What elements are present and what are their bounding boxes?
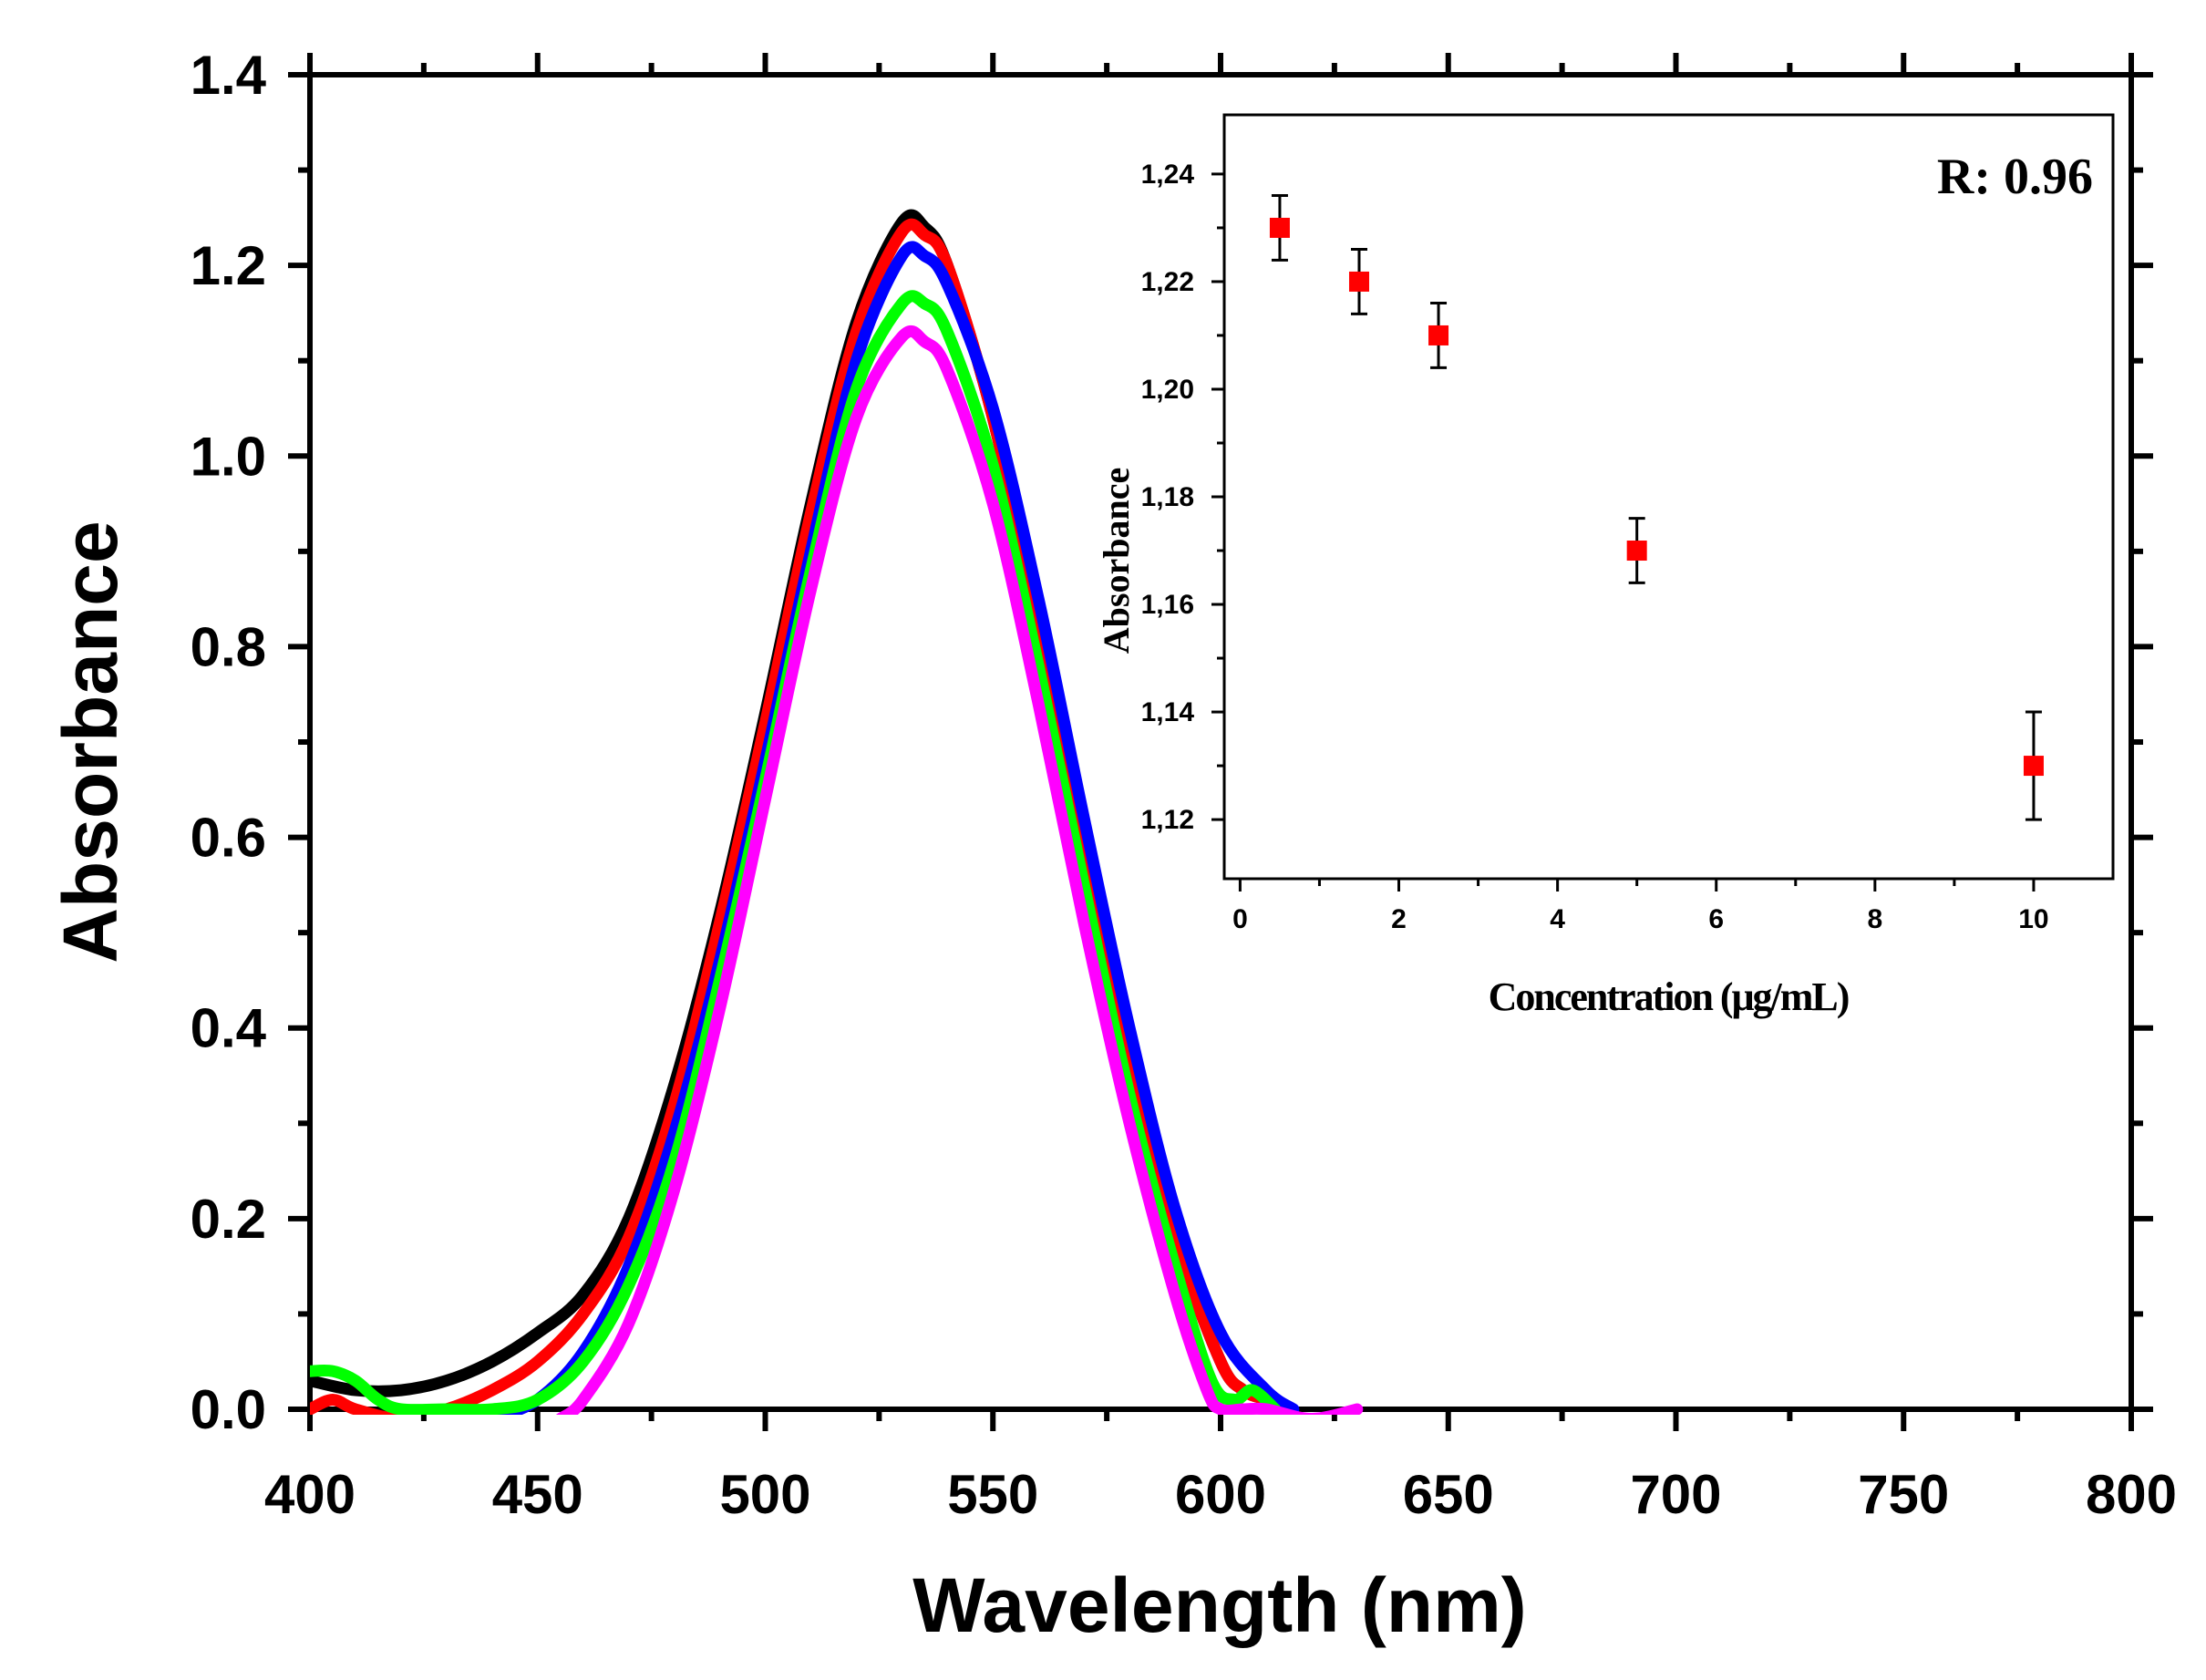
y-tick-label: 1.0 <box>191 426 266 487</box>
x-tick-label: 600 <box>1175 1464 1266 1525</box>
inset-y-tick-label: 1,22 <box>1141 267 1194 297</box>
main-series <box>310 209 1364 1415</box>
main-y-tick-labels: 0.0 0.2 0.4 0.6 0.8 1.0 1.2 1.4 <box>191 45 267 1440</box>
x-tick-label: 700 <box>1630 1464 1721 1525</box>
y-tick-label: 0.2 <box>191 1189 266 1250</box>
y-tick-label: 0.8 <box>191 616 266 677</box>
inset-y-tick-label: 1,16 <box>1141 590 1194 620</box>
y-tick-label: 0.4 <box>191 998 267 1059</box>
inset-y-tick-label: 1,12 <box>1141 805 1194 835</box>
inset-x-tick-label: 4 <box>1550 904 1565 934</box>
inset-x-tick-label: 2 <box>1391 904 1407 934</box>
y-tick-label: 1.4 <box>191 45 267 106</box>
inset-data-point <box>1428 325 1449 345</box>
main-x-axis-label: Wavelength (nm) <box>912 1562 1527 1648</box>
inset-x-tick-label: 8 <box>1867 904 1882 934</box>
x-tick-label: 500 <box>719 1464 810 1525</box>
x-tick-label: 550 <box>947 1464 1038 1525</box>
inset-plot-frame <box>1222 113 2115 881</box>
main-x-tick-labels: 400 450 500 550 600 650 700 750 800 <box>264 1464 2177 1525</box>
series-line-magenta <box>556 325 1364 1415</box>
y-tick-label: 0.0 <box>191 1379 266 1440</box>
inset-x-axis-label: Concentration (μg/mL) <box>1489 974 1849 1019</box>
series-line-red <box>310 218 1291 1415</box>
main-chart: 400 450 500 550 600 650 700 750 800 0.0 0.2 0.4 0.6… <box>47 45 2177 1648</box>
inset-x-tick-label: 6 <box>1708 904 1724 934</box>
y-tick-label: 0.6 <box>191 808 266 869</box>
inset-y-tick-label: 1,14 <box>1141 697 1195 727</box>
x-tick-label: 400 <box>264 1464 356 1525</box>
inset-data-point <box>2023 756 2044 777</box>
inset-points <box>1269 194 2044 821</box>
inset-data-point <box>1269 217 1290 238</box>
main-y-axis-label: Absorbance <box>47 520 133 963</box>
inset-chart: 0 2 4 6 8 10 1,12 1,14 1,16 1,18 1,20 1,22 1,24 Con… <box>1096 113 2115 1019</box>
x-tick-label: 650 <box>1403 1464 1494 1525</box>
y-tick-label: 1.2 <box>191 235 266 296</box>
inset-x-tick-labels: 0 2 4 6 8 10 <box>1232 904 2049 934</box>
inset-ticks <box>1211 172 2036 892</box>
inset-data-point <box>1348 271 1369 292</box>
inset-y-axis-label: Absorbance <box>1096 468 1137 654</box>
inset-x-tick-label: 0 <box>1232 904 1248 934</box>
x-tick-label: 800 <box>2086 1464 2177 1525</box>
series-line-green <box>310 290 1282 1415</box>
inset-x-tick-label: 10 <box>2018 904 2048 934</box>
inset-data-point <box>1626 541 1647 562</box>
inset-y-tick-labels: 1,12 1,14 1,16 1,18 1,20 1,22 1,24 <box>1141 160 1195 835</box>
inset-y-tick-label: 1,18 <box>1141 482 1194 512</box>
series-line-blue <box>488 241 1300 1415</box>
x-tick-label: 750 <box>1858 1464 1949 1525</box>
inset-y-tick-label: 1,20 <box>1141 375 1194 405</box>
x-tick-label: 450 <box>492 1464 583 1525</box>
inset-y-tick-label: 1,24 <box>1141 160 1195 190</box>
inset-r-annotation: R: 0.96 <box>1937 149 2093 205</box>
